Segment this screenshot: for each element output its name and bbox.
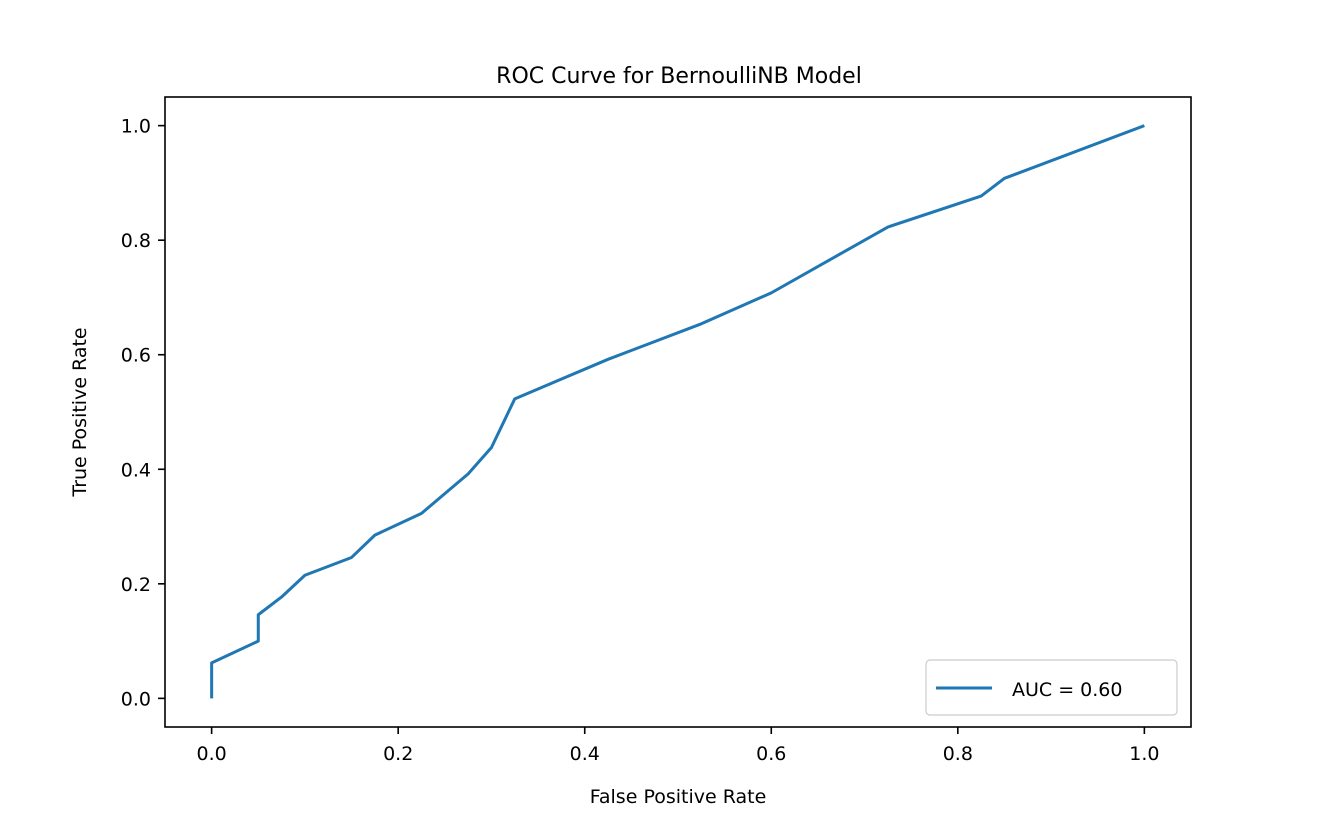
legend-label: AUC = 0.60 xyxy=(1012,679,1122,701)
legend-box xyxy=(925,659,1178,716)
x-tick-label: 1.0 xyxy=(1129,743,1159,765)
y-tick-label: 0.0 xyxy=(121,688,151,710)
y-axis-label: True Positive Rate xyxy=(69,327,91,497)
x-tick-label: 0.4 xyxy=(570,743,600,765)
y-tick-label: 0.8 xyxy=(121,230,151,252)
y-axis-ticks: 0.0 0.2 0.4 0.6 0.8 1.0 xyxy=(121,116,165,710)
y-tick-label: 0.4 xyxy=(121,459,151,481)
x-tick-label: 0.8 xyxy=(943,743,973,765)
y-tick-label: 0.6 xyxy=(121,345,151,367)
plot-area xyxy=(210,124,1145,699)
y-tick-label: 0.2 xyxy=(121,574,151,596)
chart-title: ROC Curve for BernoulliNB Model xyxy=(496,64,862,89)
axes-frame xyxy=(164,96,1192,728)
x-axis-label: False Positive Rate xyxy=(590,786,767,808)
x-tick-label: 0.0 xyxy=(197,743,227,765)
x-tick-label: 0.6 xyxy=(756,743,786,765)
x-tick-label: 0.2 xyxy=(383,743,413,765)
roc-curve-line xyxy=(210,124,1145,699)
legend: AUC = 0.60 xyxy=(925,659,1178,716)
x-axis-ticks: 0.0 0.2 0.4 0.6 0.8 1.0 xyxy=(197,727,1159,765)
y-tick-label: 1.0 xyxy=(121,116,151,138)
